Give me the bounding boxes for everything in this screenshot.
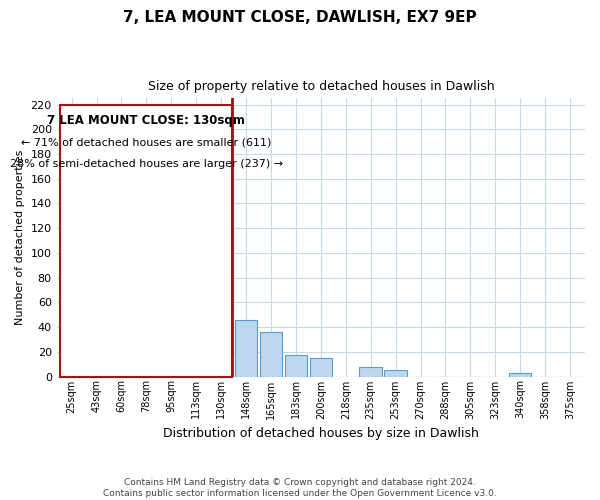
Text: ← 71% of detached houses are smaller (611): ← 71% of detached houses are smaller (61… xyxy=(21,137,272,147)
Text: Contains HM Land Registry data © Crown copyright and database right 2024.
Contai: Contains HM Land Registry data © Crown c… xyxy=(103,478,497,498)
Text: 7 LEA MOUNT CLOSE: 130sqm: 7 LEA MOUNT CLOSE: 130sqm xyxy=(47,114,245,126)
Bar xyxy=(284,356,307,376)
Bar xyxy=(61,372,83,376)
Bar xyxy=(310,358,332,376)
Text: 28% of semi-detached houses are larger (237) →: 28% of semi-detached houses are larger (… xyxy=(10,158,283,168)
Bar xyxy=(385,370,407,376)
Bar xyxy=(185,220,208,376)
Bar xyxy=(160,162,182,376)
Bar xyxy=(85,330,108,376)
Bar xyxy=(110,244,133,376)
Bar xyxy=(359,366,382,376)
Bar xyxy=(235,320,257,376)
Bar xyxy=(509,373,532,376)
Title: Size of property relative to detached houses in Dawlish: Size of property relative to detached ho… xyxy=(148,80,494,93)
X-axis label: Distribution of detached houses by size in Dawlish: Distribution of detached houses by size … xyxy=(163,427,479,440)
Bar xyxy=(210,248,232,376)
Bar xyxy=(260,332,282,376)
Y-axis label: Number of detached properties: Number of detached properties xyxy=(15,150,25,325)
Text: 7, LEA MOUNT CLOSE, DAWLISH, EX7 9EP: 7, LEA MOUNT CLOSE, DAWLISH, EX7 9EP xyxy=(123,10,477,25)
Bar xyxy=(135,159,158,376)
